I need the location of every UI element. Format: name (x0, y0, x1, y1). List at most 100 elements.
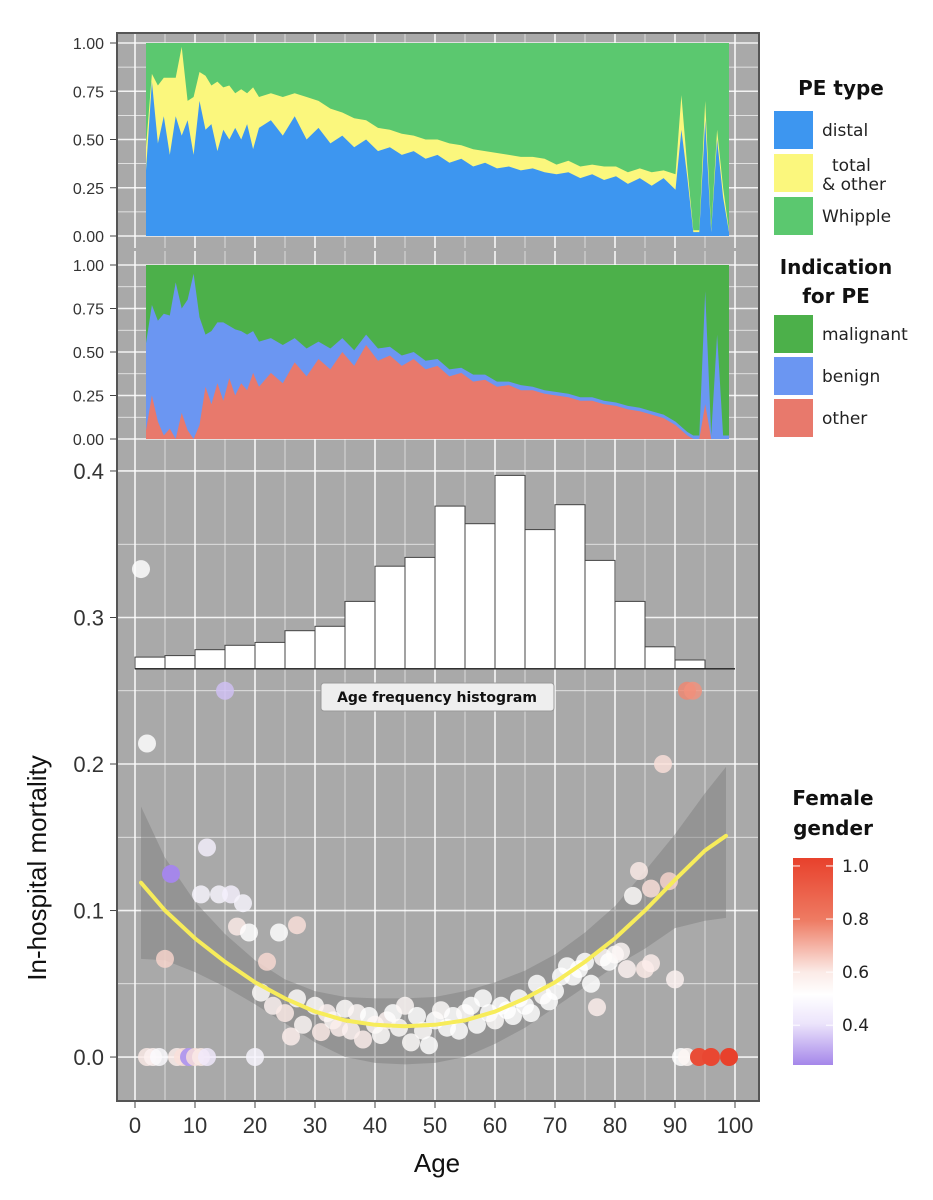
histogram-bar (134, 656, 166, 670)
x-tick-label: 70 (543, 1113, 567, 1138)
histogram-bar (224, 644, 256, 670)
plot-frame (116, 32, 760, 1102)
y-tick-label: 0.0 (73, 1045, 104, 1070)
y-tick-label: 0.50 (73, 133, 104, 150)
histogram-bar (494, 474, 526, 670)
data-point (132, 560, 150, 579)
data-point (684, 681, 702, 700)
female-gender-legend-title: Female gender (792, 786, 873, 840)
area-distal (146, 81, 729, 236)
mortality-y-ticks: 0.0 0.1 0.2 0.3 0.4 (73, 459, 117, 1070)
data-point (354, 1030, 372, 1049)
data-point (624, 886, 642, 905)
mortality-panel: Age frequency histogram 0.00.10.20.30.4 … (73, 449, 759, 1138)
data-point (312, 1023, 330, 1042)
data-point (702, 1048, 720, 1066)
histogram-bar (284, 630, 316, 670)
colorbar-tick-label: 0.8 (842, 910, 869, 930)
colorbar-tick-label: 1.0 (842, 857, 869, 877)
confidence-band (141, 766, 726, 1065)
legend-swatch-malignant (774, 315, 813, 353)
x-tick-label: 40 (363, 1113, 387, 1138)
y-tick-label: 0.75 (73, 302, 104, 319)
data-point (582, 974, 600, 993)
pe-type-panel: 0.00 0.25 0.50 0.75 1.00 (73, 33, 759, 251)
data-point (192, 885, 210, 904)
female-gender-legend: Female gender 1.0 0.8 0.6 0.4 (792, 786, 874, 1065)
colorbar-tick-label: 0.6 (842, 963, 869, 983)
y-tick-label: 0.25 (73, 389, 104, 406)
data-point (450, 1021, 468, 1040)
data-point (642, 879, 660, 898)
quadratic-fit-line (139, 833, 728, 1029)
data-point (372, 1026, 390, 1045)
histogram-bar (314, 625, 346, 670)
legend-label-total-other: & other (822, 175, 886, 195)
age-frequency-histogram (134, 474, 735, 670)
x-tick-label: 10 (183, 1113, 207, 1138)
x-tick-label: 0 (129, 1113, 141, 1138)
data-point (630, 862, 648, 880)
histogram-bar (194, 649, 226, 670)
data-point (666, 970, 684, 989)
data-point (522, 1004, 540, 1023)
histogram-bar (584, 559, 616, 670)
data-point (240, 923, 258, 942)
area-other (146, 345, 729, 439)
x-tick-label: 30 (303, 1113, 327, 1138)
legend-label-benign: benign (822, 367, 880, 387)
x-tick-label: 90 (663, 1113, 687, 1138)
y-tick-label: 0.25 (73, 181, 104, 198)
data-point (216, 681, 234, 700)
y-tick-label: 0.75 (73, 84, 104, 101)
data-point (618, 960, 636, 979)
data-point (150, 1048, 168, 1066)
data-point (468, 1015, 486, 1034)
data-point (720, 1048, 738, 1066)
legend-swatch-benign (774, 357, 813, 395)
data-point (276, 1004, 294, 1023)
y-tick-label: 0.4 (73, 459, 104, 484)
data-point (474, 989, 492, 1008)
y-axis-title: In-hospital mortality (22, 755, 52, 980)
legend-swatch-other (774, 399, 813, 437)
data-point (198, 838, 216, 857)
legend-title-line: Indication (780, 255, 893, 279)
data-point (588, 998, 606, 1017)
indication-areas (146, 265, 729, 439)
data-point (420, 1036, 438, 1055)
histogram-bar (404, 556, 436, 670)
legend-swatch-distal (774, 111, 813, 149)
data-point (642, 954, 660, 973)
legend-title-line: PE type (798, 76, 884, 100)
data-point (402, 1033, 420, 1052)
legend-label-distal: distal (822, 121, 868, 141)
histogram-bar (344, 600, 376, 670)
fit-curve (139, 833, 728, 1029)
y-tick-label: 0.3 (73, 605, 104, 630)
female-gender-colorbar (793, 858, 833, 1065)
legend-label-whipple: Whipple (822, 207, 891, 227)
histogram-label-background (320, 682, 555, 712)
data-point (162, 864, 180, 883)
legend-label-other: other (822, 409, 867, 429)
histogram-bar (254, 641, 286, 670)
histogram-bar (374, 565, 406, 670)
histogram-bar (164, 655, 196, 670)
female-gender-colorbar-ticks: 1.0 0.8 0.6 0.4 (793, 857, 869, 1036)
colorbar-tick-label: 0.4 (842, 1016, 869, 1036)
y-tick-label: 1.00 (73, 258, 104, 275)
pe-type-y-ticks: 0.00 0.25 0.50 0.75 1.00 (73, 36, 117, 246)
legend-swatch-whipple (774, 197, 813, 235)
age-x-ticks: 0 10 20 30 40 50 60 70 80 90 100 (129, 1101, 753, 1138)
histogram-bar (434, 505, 466, 670)
histogram-bar (524, 529, 556, 670)
x-tick-label: 20 (243, 1113, 267, 1138)
legend-title-line: for PE (802, 284, 870, 308)
data-point (246, 1048, 264, 1066)
histogram-bar (554, 504, 586, 670)
data-point (156, 949, 174, 968)
y-tick-label: 0.50 (73, 345, 104, 362)
y-tick-label: 0.1 (73, 899, 104, 924)
